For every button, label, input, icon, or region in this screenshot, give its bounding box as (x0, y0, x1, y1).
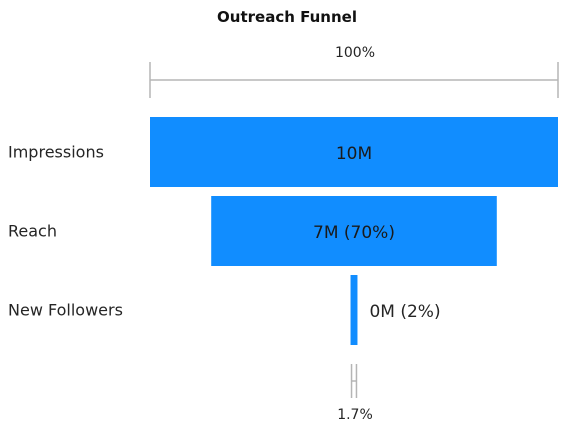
category-label-reach: Reach (8, 222, 57, 241)
top-percent-bracket (149, 62, 559, 98)
funnel-bar-reach[interactable] (211, 196, 497, 266)
top-percent-label: 100% (335, 45, 375, 61)
category-label-new-followers: New Followers (8, 301, 123, 320)
chart-title: Outreach Funnel (217, 8, 357, 26)
bar-value-label-new-followers: 0M (2%) (369, 302, 440, 322)
bar-value-label-impressions: 10M (336, 144, 372, 164)
bar-value-label-reach: 7M (70%) (313, 223, 395, 243)
funnel-bar-impressions[interactable] (150, 117, 558, 187)
category-label-impressions: Impressions (8, 143, 104, 162)
bottom-percent-label: 1.7% (337, 407, 373, 423)
bottom-percent-bracket (350, 364, 358, 398)
funnel-bars: Impressions 10M Reach 7M (70%) New Followers… (8, 117, 558, 345)
funnel-bar-new-followers[interactable] (350, 275, 358, 345)
